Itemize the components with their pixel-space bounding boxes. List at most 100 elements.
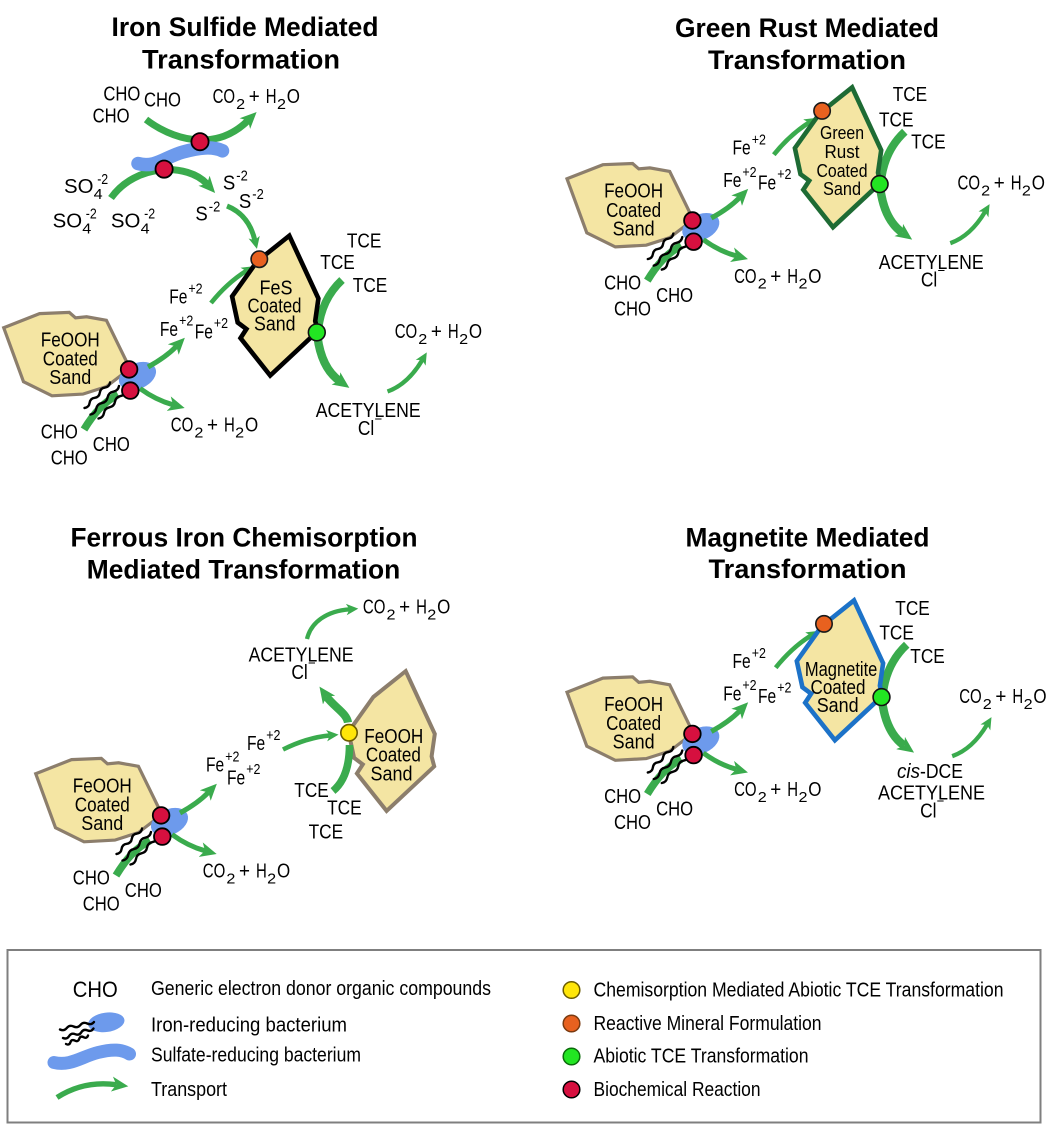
svg-text:Fe: Fe: [160, 318, 178, 341]
svg-text:2: 2: [981, 184, 990, 200]
svg-text:+2: +2: [742, 165, 756, 181]
svg-text:Fe: Fe: [169, 286, 187, 309]
svg-text:Transport: Transport: [151, 1079, 227, 1101]
svg-text:Ferrous Iron Chemisorption: Ferrous Iron Chemisorption: [71, 523, 418, 553]
svg-text:Chemisorption Mediated Abiotic: Chemisorption Mediated Abiotic TCE Trans…: [594, 980, 1004, 1002]
svg-text:Reactive Mineral Formulation: Reactive Mineral Formulation: [594, 1013, 822, 1035]
svg-text:+: +: [770, 265, 781, 288]
svg-text:CHO: CHO: [73, 977, 118, 1002]
svg-text:Fe: Fe: [733, 650, 751, 673]
svg-text:Biochemical Reaction: Biochemical Reaction: [594, 1079, 761, 1101]
svg-text:O: O: [437, 596, 450, 619]
svg-text:2: 2: [236, 97, 245, 113]
svg-text:SO: SO: [111, 210, 140, 233]
svg-text:–: –: [937, 793, 944, 809]
svg-text:CO: CO: [213, 85, 236, 108]
svg-text:Transformation: Transformation: [142, 45, 340, 75]
svg-text:Fe: Fe: [723, 169, 741, 192]
svg-text:FeOOH: FeOOH: [364, 726, 423, 748]
svg-text:CHO: CHO: [103, 83, 140, 106]
svg-text:2: 2: [418, 332, 427, 348]
svg-text:2: 2: [277, 97, 286, 113]
svg-text:2: 2: [983, 697, 992, 713]
svg-text:TCE: TCE: [893, 83, 928, 106]
svg-text:CHO: CHO: [125, 879, 162, 902]
svg-text:ACETYLENE: ACETYLENE: [249, 643, 354, 666]
svg-text:2: 2: [1022, 184, 1031, 200]
svg-text:Coated: Coated: [366, 745, 421, 767]
svg-text:H: H: [1011, 172, 1022, 195]
svg-text:CHO: CHO: [93, 433, 130, 456]
svg-text:+: +: [399, 596, 410, 619]
svg-text:CO: CO: [959, 685, 982, 708]
svg-text:Rust: Rust: [825, 141, 860, 162]
svg-text:TCE: TCE: [327, 796, 362, 819]
svg-text:Cl: Cl: [920, 799, 936, 822]
svg-text:H: H: [416, 596, 427, 619]
svg-text:H: H: [1012, 685, 1023, 708]
svg-text:2: 2: [235, 426, 244, 442]
svg-text:Fe: Fe: [758, 685, 776, 708]
svg-text:+2: +2: [188, 281, 202, 297]
svg-text:CO: CO: [734, 265, 757, 288]
svg-text:–: –: [375, 411, 382, 427]
svg-text:Cl: Cl: [921, 269, 937, 292]
svg-text:CHO: CHO: [604, 785, 641, 808]
svg-text:+2: +2: [225, 749, 239, 765]
svg-text:+: +: [995, 685, 1006, 708]
svg-text:CHO: CHO: [614, 811, 651, 834]
svg-text:TCE: TCE: [353, 274, 388, 297]
svg-text:CHO: CHO: [83, 893, 120, 916]
svg-text:Cl: Cl: [291, 661, 307, 684]
svg-text:CHO: CHO: [41, 421, 78, 444]
svg-text:Fe: Fe: [227, 766, 245, 789]
svg-text:Mediated Transformation: Mediated Transformation: [87, 554, 401, 584]
svg-text:O: O: [245, 414, 258, 437]
svg-text:Fe: Fe: [247, 732, 265, 755]
svg-text:+2: +2: [777, 681, 791, 697]
svg-text:+2: +2: [246, 762, 260, 778]
svg-text:H: H: [448, 320, 459, 343]
svg-text:cis: cis: [897, 760, 920, 783]
svg-text:+2: +2: [179, 314, 193, 330]
svg-text:Coated: Coated: [811, 677, 866, 699]
svg-text:CO: CO: [363, 596, 386, 619]
svg-text:CHO: CHO: [51, 447, 88, 470]
svg-text:CO: CO: [958, 172, 981, 195]
svg-text:Sand: Sand: [817, 695, 859, 717]
svg-text:CO: CO: [734, 778, 757, 801]
svg-text:-2: -2: [86, 207, 97, 223]
svg-text:-2: -2: [97, 172, 108, 188]
svg-text:+: +: [770, 778, 781, 801]
svg-text:Fe: Fe: [733, 137, 751, 160]
svg-text:ACETYLENE: ACETYLENE: [316, 399, 421, 422]
svg-text:CO: CO: [171, 414, 194, 437]
svg-text:TCE: TCE: [879, 622, 914, 645]
svg-text:Fe: Fe: [758, 171, 776, 194]
svg-text:+2: +2: [214, 316, 228, 332]
svg-text:Green: Green: [820, 122, 864, 143]
svg-text:Fe: Fe: [195, 320, 213, 343]
svg-text:2: 2: [799, 790, 808, 806]
svg-text:SO: SO: [53, 210, 83, 233]
svg-text:Fe: Fe: [206, 754, 224, 777]
svg-text:TCE: TCE: [911, 131, 946, 154]
svg-text:Sand: Sand: [371, 763, 413, 785]
svg-text:-2: -2: [252, 187, 263, 203]
svg-text:SO: SO: [64, 175, 94, 198]
svg-text:2: 2: [758, 277, 767, 293]
svg-text:O: O: [1032, 172, 1045, 195]
svg-text:Sulfate-reducing bacterium: Sulfate-reducing bacterium: [151, 1045, 361, 1067]
svg-text:4: 4: [82, 221, 91, 237]
svg-text:4: 4: [94, 187, 103, 203]
svg-text:O: O: [1033, 685, 1046, 708]
svg-text:+2: +2: [752, 132, 766, 148]
svg-text:TCE: TCE: [879, 108, 914, 131]
svg-text:-DCE: -DCE: [920, 760, 963, 783]
svg-text:O: O: [287, 85, 300, 108]
svg-text:2: 2: [758, 790, 767, 806]
svg-text:FeS: FeS: [260, 277, 293, 299]
svg-text:S: S: [239, 190, 251, 213]
svg-text:+2: +2: [752, 646, 766, 662]
svg-text:–: –: [938, 263, 945, 279]
